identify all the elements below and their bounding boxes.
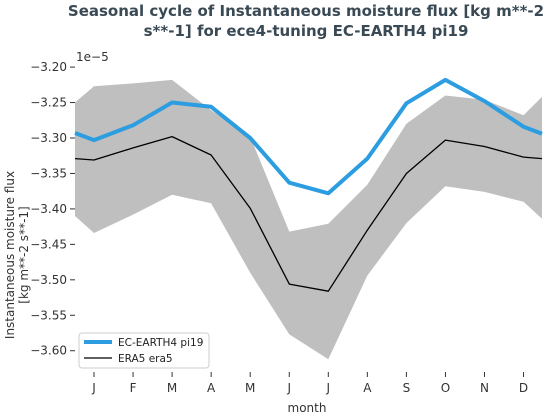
y-tick-label: −3.45 [30,237,67,251]
y-tick-label: −3.40 [30,202,67,216]
y-axis-label-line-1: Instantaneous moisture flux [3,171,17,339]
x-tick-label: J [286,381,291,395]
x-tick-label: M [167,381,177,395]
y-tick-label: −3.50 [30,273,67,287]
y-tick-label: −3.60 [30,344,67,358]
x-tick-label: N [480,381,489,395]
x-tick-label: J [326,381,331,395]
legend-label-era5: ERA5 era5 [118,353,173,365]
x-tick-label: A [363,381,372,395]
x-tick-label: O [441,381,450,395]
spread-band [75,79,542,360]
legend-label-ec-earth4: EC-EARTH4 pi19 [118,337,203,349]
x-tick-label: F [130,381,137,395]
x-tick-label: M [245,381,255,395]
plot-area: −3.20 −3.25 −3.30 −3.35 −3.40 −3.45 −3.50 −3.55… [30,60,543,395]
series-line-era5 [74,135,543,292]
chart-title-line-2: s**-1] for ece4-tuning EC-EARTH4 pi19 [144,22,469,40]
x-tick-label: J [91,381,96,395]
x-tick-label: A [207,381,216,395]
x-tick-label: S [403,381,411,395]
y-tick-label: −3.55 [30,308,67,322]
legend: EC-EARTH4 pi19 ERA5 era5 [78,332,210,369]
y-tick-label: −3.20 [30,60,67,74]
y-tick-label: −3.25 [30,96,67,110]
x-axis-label: month [288,401,327,415]
y-multiplier: 1e−5 [76,50,109,64]
series-line-ec-earth4 [74,77,543,196]
y-tick-label: −3.35 [30,166,67,180]
chart-title-line-1: Seasonal cycle of Instantaneous moisture… [68,2,544,20]
y-tick-label: −3.30 [30,131,67,145]
y-axis-label-line-2: [kg m**-2 s**-1] [17,206,31,303]
x-tick-label: D [519,381,528,395]
y-axis-label: Instantaneous moisture flux [kg m**-2 s*… [3,171,31,339]
